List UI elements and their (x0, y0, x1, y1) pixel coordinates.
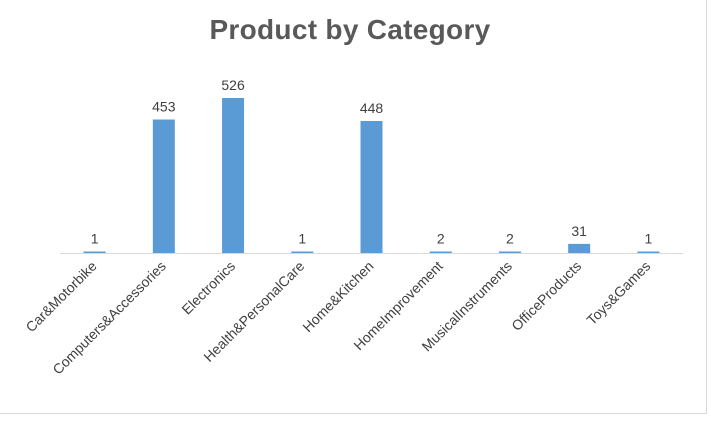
data-label-8: 1 (644, 231, 652, 247)
category-label-8: Toys&Games (583, 258, 653, 328)
bar-1 (152, 119, 175, 253)
bar-5 (429, 251, 452, 253)
category-label-2: Electronics (178, 258, 238, 318)
category-label-1: Computers&Accessories (49, 258, 169, 378)
bar-3 (291, 251, 314, 253)
chart-area: Product by Category 1 Car&Motorbike 453 Com… (0, 0, 707, 414)
bar-7 (568, 243, 591, 253)
data-label-4: 448 (360, 100, 384, 116)
bar-6 (498, 251, 521, 253)
category-label-7: OfficeProducts (508, 258, 584, 334)
data-label-3: 1 (298, 231, 306, 247)
data-label-7: 31 (571, 223, 587, 239)
bar-chart-plot: 1 Car&Motorbike 453 Computers&Accessories 52… (22, 77, 683, 378)
bar-2 (222, 98, 245, 253)
bar-0 (83, 251, 106, 253)
data-label-1: 453 (152, 99, 176, 115)
data-label-2: 526 (221, 77, 245, 93)
data-label-5: 2 (437, 231, 445, 247)
category-label-0: Car&Motorbike (22, 258, 99, 335)
bar-4 (360, 120, 383, 253)
category-label-4: Home&Kitchen (299, 258, 376, 335)
bar-8 (637, 251, 660, 253)
data-label-6: 2 (506, 231, 514, 247)
data-label-0: 1 (91, 231, 99, 247)
chart-title: Product by Category (209, 14, 491, 45)
